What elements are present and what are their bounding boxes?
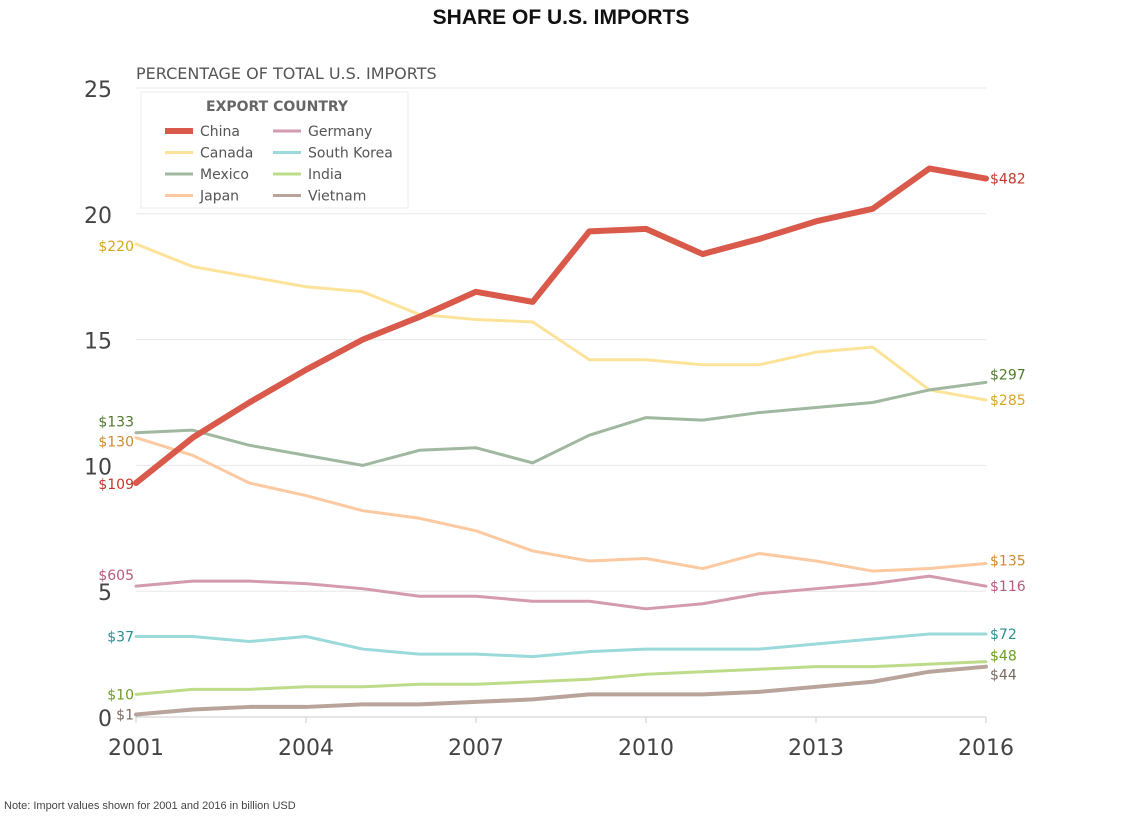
series-line-vietnam bbox=[134, 664, 988, 717]
start-value-label: $605 bbox=[98, 568, 134, 584]
x-tick-label: 2001 bbox=[108, 736, 164, 761]
legend-item-label: Mexico bbox=[200, 167, 249, 183]
end-value-label: $116 bbox=[990, 579, 1026, 595]
series-lines bbox=[133, 165, 989, 717]
legend: EXPORT COUNTRY China Germany Canada South K… bbox=[140, 91, 409, 209]
end-value-label: $48 bbox=[990, 649, 1017, 665]
end-value-label: $135 bbox=[990, 554, 1026, 570]
y-tick-label: 20 bbox=[84, 204, 112, 229]
series-labels: $109 $482 $220 $285 $133 $297 $130 $135 $605 $116… bbox=[98, 172, 1025, 724]
start-value-label: $1 bbox=[116, 707, 134, 723]
start-value-label: $130 bbox=[98, 435, 134, 451]
series-line-china bbox=[133, 165, 989, 487]
start-value-label: $10 bbox=[107, 687, 134, 703]
legend-box bbox=[140, 91, 409, 209]
legend-item-label: Vietnam bbox=[308, 189, 366, 205]
legend-item-label: Japan bbox=[199, 189, 239, 205]
legend-item-label: India bbox=[308, 167, 342, 183]
start-value-label: $109 bbox=[98, 477, 134, 493]
gridlines bbox=[136, 87, 986, 718]
legend-item-label: Germany bbox=[308, 124, 372, 140]
y-tick-label: 25 bbox=[84, 78, 112, 103]
chart-subtitle: PERCENTAGE OF TOTAL U.S. IMPORTS bbox=[136, 64, 437, 83]
series-line-south-korea bbox=[134, 632, 988, 659]
x-tick-label: 2016 bbox=[958, 736, 1014, 761]
legend-title: EXPORT COUNTRY bbox=[206, 99, 349, 115]
series-line-india bbox=[134, 660, 988, 696]
start-value-label: $133 bbox=[98, 415, 134, 431]
end-value-label: $44 bbox=[990, 668, 1017, 684]
y-tick-label: 15 bbox=[84, 330, 112, 355]
series-line-germany bbox=[134, 574, 988, 611]
series-line-japan bbox=[134, 436, 988, 573]
x-tick-label: 2007 bbox=[448, 736, 504, 761]
y-tick-label: 10 bbox=[84, 455, 112, 480]
legend-item-label: South Korea bbox=[308, 146, 393, 162]
x-tick-label: 2004 bbox=[278, 736, 334, 761]
end-value-label: $285 bbox=[990, 393, 1026, 409]
x-axis: 2001 2004 2007 2010 2013 2016 bbox=[108, 717, 1014, 761]
legend-item-label: China bbox=[200, 124, 240, 140]
start-value-label: $37 bbox=[107, 629, 134, 645]
x-tick-label: 2010 bbox=[618, 736, 674, 761]
series-line-mexico bbox=[134, 380, 988, 467]
y-tick-label: 5 bbox=[98, 581, 112, 606]
end-value-label: $482 bbox=[990, 172, 1026, 188]
end-value-label: $297 bbox=[990, 367, 1026, 383]
y-axis: 0 5 10 15 20 25 bbox=[84, 78, 112, 732]
legend-item-label: Canada bbox=[200, 146, 253, 162]
x-tick-label: 2013 bbox=[788, 736, 844, 761]
y-tick-label: 0 bbox=[98, 707, 112, 732]
chart-title: SHARE OF U.S. IMPORTS bbox=[433, 6, 690, 29]
series-line-canada bbox=[134, 242, 988, 402]
footnote: Note: Import values shown for 2001 and 2… bbox=[4, 800, 296, 812]
end-value-label: $72 bbox=[990, 627, 1017, 643]
start-value-label: $220 bbox=[98, 239, 134, 255]
